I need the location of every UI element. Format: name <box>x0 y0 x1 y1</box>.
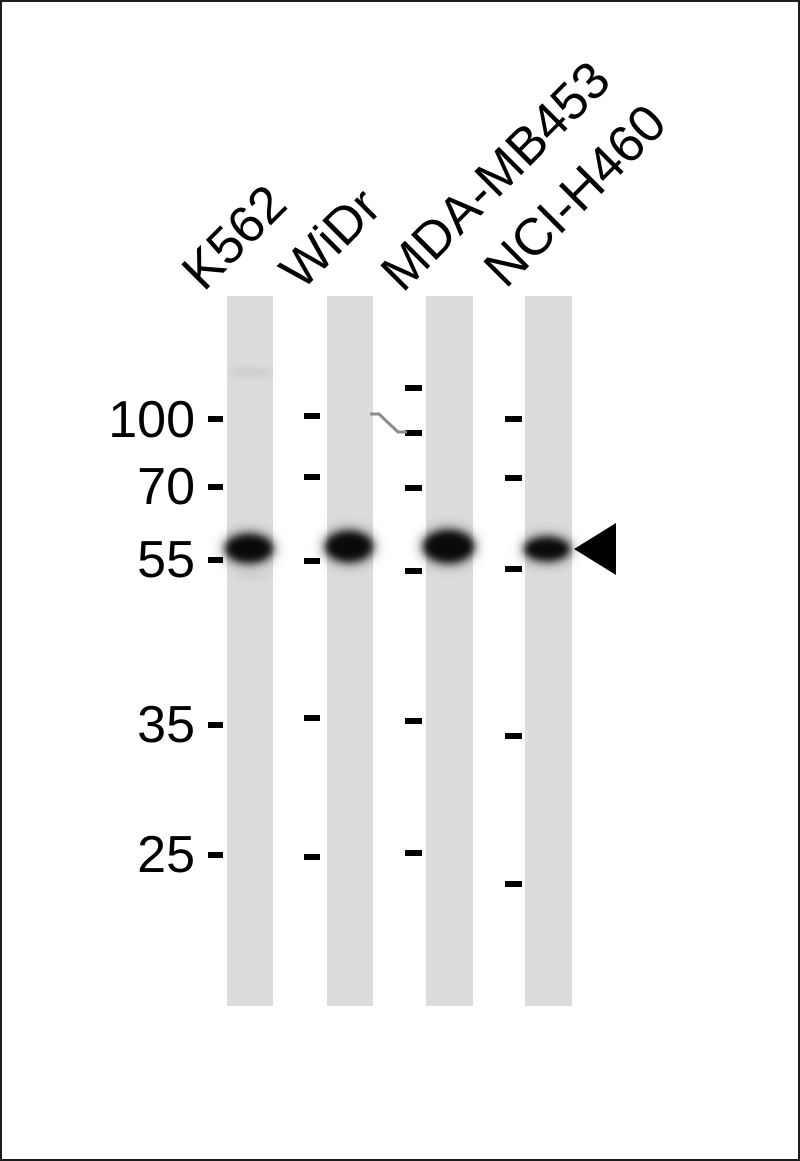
strip4-tick-35 <box>505 733 522 739</box>
band-k562 <box>225 534 273 563</box>
strip4-tick-100 <box>505 416 522 422</box>
strip3-tick-35 <box>405 718 422 724</box>
lane-strip-k562 <box>227 296 273 1006</box>
strip3-tick-top <box>405 385 422 391</box>
strip3-tick-100 <box>405 430 422 436</box>
marker-label-55: 55 <box>137 531 195 589</box>
lane-strip-mda-mb453 <box>426 296 473 1006</box>
strip2-tick-35 <box>304 715 320 721</box>
strip4-tick-70 <box>505 475 522 481</box>
marker-tick-25 <box>208 852 223 858</box>
band-nci-h460 <box>524 537 570 561</box>
marker-label-70: 70 <box>137 458 195 516</box>
marker-shift-connector-line <box>370 412 407 434</box>
band-indicator-arrow <box>574 523 616 575</box>
marker-label-35: 35 <box>137 696 195 754</box>
marker-tick-55 <box>208 557 223 563</box>
band-mda-mb453 <box>423 530 474 563</box>
band-widr <box>325 531 373 562</box>
lane-strip-widr <box>327 296 373 1006</box>
strip4-tick-55 <box>505 566 522 572</box>
marker-tick-70 <box>208 484 223 490</box>
marker-tick-35 <box>208 722 223 728</box>
strip3-tick-70 <box>405 485 422 491</box>
faint-smudge <box>229 367 272 378</box>
strip4-tick-25 <box>505 881 522 887</box>
strip2-tick-100 <box>304 413 320 419</box>
strip3-tick-25 <box>405 850 422 856</box>
strip3-tick-55 <box>405 568 422 574</box>
marker-label-25: 25 <box>137 826 195 884</box>
strip2-tick-25 <box>304 854 320 860</box>
strip2-tick-70 <box>304 474 320 480</box>
marker-tick-100 <box>208 416 223 422</box>
strip2-tick-55 <box>304 558 320 564</box>
lane-strip-nci-h460 <box>525 296 572 1006</box>
marker-label-100: 100 <box>108 391 195 449</box>
